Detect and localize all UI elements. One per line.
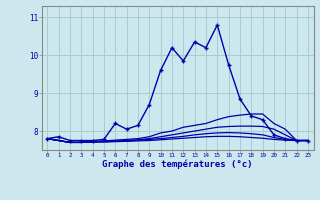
X-axis label: Graphe des températures (°c): Graphe des températures (°c) [102,160,253,169]
